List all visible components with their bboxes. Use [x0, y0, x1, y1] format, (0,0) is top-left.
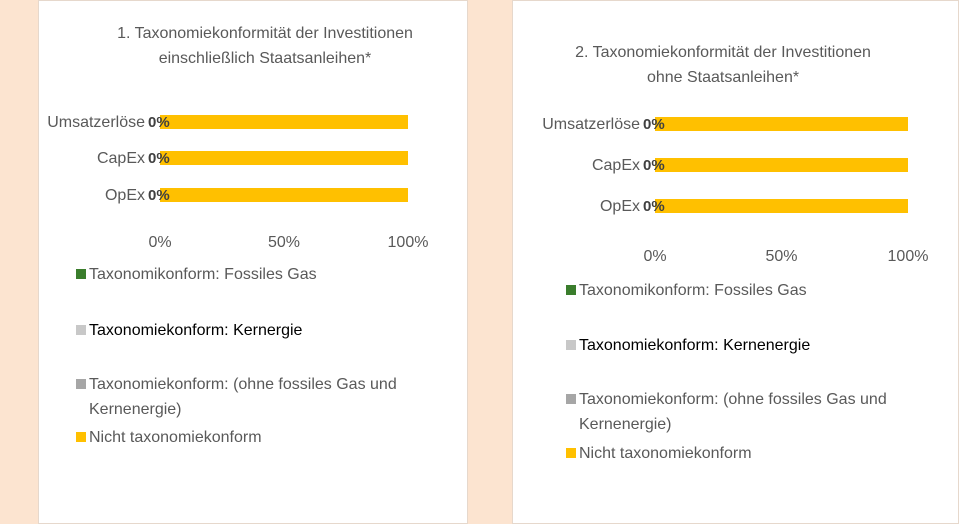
legend-swatch [566, 285, 576, 295]
legend-label: Taxonomikonform: Fossiles Gas [579, 282, 807, 299]
chart-title: 2. Taxonomiekonformität der Investitione… [575, 44, 871, 86]
data-label: 0% [148, 150, 170, 167]
data-label: 0% [148, 114, 170, 131]
legend-swatch [76, 432, 86, 442]
bar-segment [160, 151, 408, 165]
y-tick-label: OpEx [599, 198, 640, 215]
x-tick-label: 0% [643, 248, 667, 265]
legend-swatch [566, 340, 576, 350]
legend-swatch [76, 379, 86, 389]
bar-segment [160, 188, 408, 202]
x-tick-label: 100% [887, 248, 929, 265]
chart-panel [512, 0, 959, 524]
legend-label: Taxonomikonform: Fossiles Gas [89, 266, 317, 283]
legend-swatch [566, 394, 576, 404]
x-tick-label: 50% [267, 234, 301, 251]
legend-swatch [566, 448, 576, 458]
bar-segment [655, 158, 908, 172]
y-tick-label: Umsatzerlöse [542, 116, 640, 133]
legend-label: Taxonomiekonform: Kernenergie [579, 337, 811, 354]
data-label: 0% [643, 157, 665, 174]
y-tick-label: Umsatzerlöse [47, 114, 145, 131]
x-tick-label: 0% [148, 234, 172, 251]
legend-swatch [76, 325, 86, 335]
bar-segment [655, 199, 908, 213]
legend-label: Taxonomiekonform: (ohne fossiles Gas und… [89, 376, 397, 418]
data-label: 0% [643, 198, 665, 215]
legend-swatch [76, 269, 86, 279]
y-tick-label: CapEx [96, 150, 145, 167]
data-label: 0% [148, 187, 170, 204]
y-tick-label: OpEx [104, 187, 145, 204]
y-tick-label: CapEx [591, 157, 640, 174]
x-tick-label: 100% [387, 234, 429, 251]
chart-panel [38, 0, 468, 524]
data-label: 0% [643, 116, 665, 133]
legend-label: Taxonomiekonform: (ohne fossiles Gas und… [579, 391, 887, 433]
bar-segment [655, 117, 908, 131]
legend-label: Nicht taxonomiekonform [579, 445, 752, 462]
chart-title: 1. Taxonomiekonformität der Investitione… [117, 25, 413, 67]
bar-segment [160, 115, 408, 129]
legend-label: Taxonomiekonform: Kernergie [89, 322, 303, 339]
x-tick-label: 50% [765, 248, 798, 265]
legend-label: Nicht taxonomiekonform [89, 429, 262, 446]
